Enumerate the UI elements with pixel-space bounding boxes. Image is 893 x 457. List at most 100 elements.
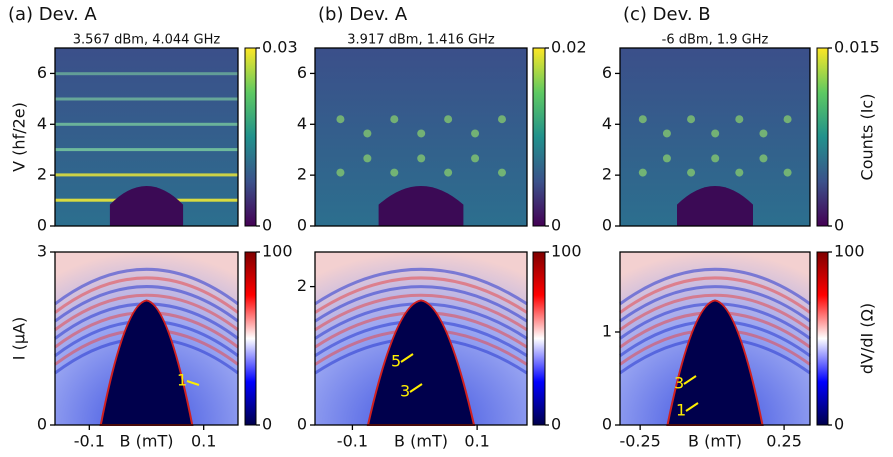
colorbar-tick-label: 100 xyxy=(551,242,582,261)
y-tick-label: 6 xyxy=(37,63,47,82)
y-tick-label: 1 xyxy=(602,321,612,340)
heatmap-spot xyxy=(417,154,426,163)
annotation-arrow xyxy=(409,383,423,393)
heatmap-spot xyxy=(390,115,399,124)
heatmap-spot xyxy=(662,154,671,163)
panel-subtitle: -6 dBm, 1.9 GHz xyxy=(662,33,769,48)
heatmap-spot xyxy=(638,168,647,177)
colorbar-tick-label: 100 xyxy=(262,242,293,261)
y-tick-label: 0 xyxy=(37,415,47,434)
heatmap-spot xyxy=(687,115,696,124)
y-tick-label: 2 xyxy=(37,165,47,184)
colorbar-tick-label: 0 xyxy=(262,415,272,434)
heatmap-spot xyxy=(783,115,792,124)
x-axis-label: B (mT) xyxy=(688,432,742,451)
heatmap-stripe xyxy=(55,173,238,177)
heatmap-stripe xyxy=(55,122,238,126)
x-tick-label: -0.25 xyxy=(619,432,660,451)
heatmap-arc xyxy=(54,285,239,323)
heatmap-spot xyxy=(638,115,647,124)
heatmap xyxy=(619,252,811,426)
annotation-arrow xyxy=(685,402,699,412)
heatmap-dome xyxy=(666,299,764,426)
heatmap xyxy=(54,252,239,426)
heatmap-arc xyxy=(619,285,811,323)
heatmap-stripe xyxy=(55,72,238,76)
y-axis-label: V (hf/2e) xyxy=(10,102,29,172)
y-tick-label: 6 xyxy=(602,63,612,82)
annotation: 3 xyxy=(400,382,410,401)
heatmap-dome xyxy=(378,185,464,226)
x-tick-label: -0.1 xyxy=(337,432,368,451)
panel-subtitle: 3.567 dBm, 4.044 GHz xyxy=(73,33,221,48)
annotation: 5 xyxy=(391,352,401,371)
heatmap-spot xyxy=(497,115,506,124)
annotation-arrow xyxy=(683,375,697,385)
y-tick-label: 0 xyxy=(602,216,612,235)
x-tick-label: 0.1 xyxy=(191,432,216,451)
plot-frame xyxy=(314,251,528,426)
colorbar-tick-label: 0.03 xyxy=(262,38,298,57)
y-tick-label: 0 xyxy=(297,415,307,434)
heatmap-dome xyxy=(109,185,184,226)
heatmap-spot xyxy=(471,154,480,163)
panel-title: (a) Dev. A xyxy=(8,4,97,25)
y-tick-label: 4 xyxy=(37,114,47,133)
y-tick-label: 3 xyxy=(37,242,47,261)
annotation-arrow xyxy=(186,380,200,386)
heatmap-spot xyxy=(759,154,768,163)
heatmap-arc xyxy=(619,293,811,332)
heatmap-spot xyxy=(363,129,372,138)
x-axis-label: B (mT) xyxy=(120,432,174,451)
y-tick-label: 0 xyxy=(297,216,307,235)
heatmap-spot xyxy=(336,168,345,177)
heatmap xyxy=(620,48,810,226)
heatmap-arc xyxy=(54,267,239,306)
heatmap-spot xyxy=(417,129,426,138)
heatmap-spot xyxy=(759,129,768,138)
plot-frame xyxy=(54,251,239,426)
annotation: 1 xyxy=(676,401,686,420)
panel-title: (b) Dev. A xyxy=(318,4,408,25)
heatmap-arc xyxy=(619,276,811,314)
colorbar xyxy=(816,47,829,227)
heatmap-arc xyxy=(314,267,528,306)
heatmap-spot xyxy=(497,168,506,177)
heatmap-spot xyxy=(444,168,453,177)
y-axis-label: I (μA) xyxy=(10,317,29,360)
heatmap xyxy=(314,252,528,426)
x-tick-label: 0.1 xyxy=(464,432,489,451)
heatmap xyxy=(315,48,527,226)
x-axis-label: B (mT) xyxy=(394,432,448,451)
colorbar-tick-label: 0 xyxy=(551,216,561,235)
heatmap-arc xyxy=(619,267,811,306)
panel-subtitle: 3.917 dBm, 1.416 GHz xyxy=(347,33,495,48)
heatmap-arc xyxy=(314,293,528,332)
heatmap-spot xyxy=(471,129,480,138)
heatmap-spot xyxy=(735,115,744,124)
heatmap-arc xyxy=(314,276,528,314)
heatmap xyxy=(55,48,238,226)
heatmap-spot xyxy=(687,168,696,177)
plot-frame xyxy=(619,47,811,227)
colorbar xyxy=(244,47,257,227)
heatmap-spot xyxy=(444,115,453,124)
heatmap-spot xyxy=(363,154,372,163)
heatmap-dome xyxy=(677,185,753,226)
heatmap-stripe xyxy=(55,97,238,101)
colorbar xyxy=(532,251,546,426)
colorbar-tick-label: 0 xyxy=(834,415,844,434)
colorbar-label: Counts (Ic) xyxy=(858,94,877,181)
colorbar xyxy=(244,251,257,426)
annotation: 3 xyxy=(674,374,684,393)
y-tick-label: 2 xyxy=(297,276,307,295)
colorbar-label: dV/dI (Ω) xyxy=(858,303,877,374)
plot-frame xyxy=(314,47,528,227)
panel-title: (c) Dev. B xyxy=(623,4,711,25)
heatmap-spot xyxy=(711,154,720,163)
x-tick-label: 0.25 xyxy=(766,432,802,451)
heatmap-dome xyxy=(366,299,476,426)
heatmap-arc xyxy=(314,285,528,323)
colorbar-tick-label: 0 xyxy=(551,415,561,434)
